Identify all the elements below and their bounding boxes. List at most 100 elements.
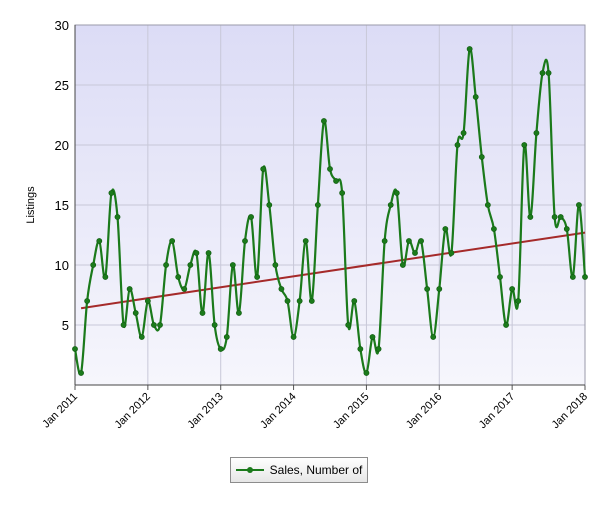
data-point xyxy=(527,214,534,220)
data-point xyxy=(442,226,449,232)
data-point xyxy=(260,166,267,172)
data-point xyxy=(406,238,412,244)
y-axis: 5 10 15 20 25 30 xyxy=(55,18,69,333)
data-point xyxy=(157,322,163,328)
data-point xyxy=(412,250,418,256)
data-point xyxy=(248,214,254,220)
data-point xyxy=(72,346,78,352)
y-tick-label: 25 xyxy=(55,78,69,93)
data-point xyxy=(533,130,540,136)
x-tick-label: Jan 2013 xyxy=(185,391,225,431)
data-point xyxy=(290,334,297,340)
data-point xyxy=(217,346,224,352)
data-point xyxy=(296,298,303,304)
data-point xyxy=(199,310,206,316)
data-point xyxy=(236,310,242,316)
data-point xyxy=(569,274,576,280)
y-tick-label: 5 xyxy=(62,318,69,333)
data-point xyxy=(387,202,394,208)
data-point xyxy=(424,286,431,292)
data-point xyxy=(102,274,109,280)
data-point xyxy=(254,274,261,280)
data-point xyxy=(448,250,455,256)
data-point xyxy=(539,70,546,76)
data-point xyxy=(430,334,437,340)
x-tick-label: Jan 2016 xyxy=(404,391,444,431)
data-point xyxy=(551,214,558,220)
y-tick-label: 20 xyxy=(55,138,69,153)
data-point xyxy=(399,262,406,268)
legend-line-icon xyxy=(235,465,264,475)
legend-label: Sales, Number of xyxy=(269,463,363,477)
data-point xyxy=(138,334,145,340)
data-point xyxy=(582,274,588,280)
data-point xyxy=(484,202,491,208)
data-point xyxy=(351,298,358,304)
data-point xyxy=(114,214,121,220)
series-points xyxy=(72,46,588,376)
data-point xyxy=(211,322,218,328)
data-point xyxy=(521,142,528,148)
data-point xyxy=(229,262,236,268)
x-tick-label: Jan 2018 xyxy=(550,391,590,431)
x-tick-label: Jan 2012 xyxy=(112,391,152,431)
data-point xyxy=(339,190,346,196)
data-point xyxy=(126,286,133,292)
data-point xyxy=(84,298,91,304)
data-point xyxy=(478,154,485,160)
data-point xyxy=(357,346,364,352)
trend-line xyxy=(80,231,586,310)
data-point xyxy=(454,142,461,148)
data-point xyxy=(363,370,370,376)
data-point xyxy=(308,298,315,304)
data-point xyxy=(327,166,333,172)
data-point xyxy=(381,238,388,244)
data-point xyxy=(321,118,327,124)
data-point xyxy=(187,262,194,268)
data-point xyxy=(460,130,467,136)
data-point xyxy=(302,238,309,244)
data-point xyxy=(497,274,503,280)
x-tick-label: Jan 2017 xyxy=(477,391,517,431)
data-point xyxy=(472,94,479,100)
data-point xyxy=(278,286,285,292)
data-point xyxy=(557,214,564,220)
x-tick-label: Jan 2014 xyxy=(258,391,298,431)
data-point xyxy=(90,262,97,268)
legend: Sales, Number of xyxy=(230,457,368,483)
y-axis-label: Listings xyxy=(25,186,37,224)
y-tick-label: 10 xyxy=(55,258,69,273)
data-point xyxy=(272,262,279,268)
data-point xyxy=(120,322,127,328)
data-point xyxy=(78,370,84,376)
y-tick-label: 30 xyxy=(55,18,69,33)
data-point xyxy=(175,274,182,280)
x-axis: Jan 2011 Jan 2012 Jan 2013 Jan 2014 Jan 2015… xyxy=(40,391,590,431)
data-point xyxy=(418,238,424,244)
data-point xyxy=(181,286,188,292)
data-point xyxy=(491,226,497,232)
data-point xyxy=(284,298,291,304)
data-point xyxy=(515,298,522,304)
data-point xyxy=(369,334,376,340)
data-point xyxy=(242,238,248,244)
data-point xyxy=(108,190,115,196)
data-point xyxy=(132,310,139,316)
data-point xyxy=(503,322,509,328)
data-point xyxy=(333,178,339,184)
data-point xyxy=(466,46,473,52)
data-point xyxy=(193,250,200,256)
x-tick-label: Jan 2011 xyxy=(40,391,80,431)
data-point xyxy=(345,322,352,328)
data-point xyxy=(563,226,570,232)
data-point xyxy=(576,202,582,208)
x-tick-label: Jan 2015 xyxy=(331,391,371,431)
data-point xyxy=(266,202,273,208)
data-point xyxy=(375,346,382,352)
data-point xyxy=(163,262,169,268)
data-point xyxy=(144,298,151,304)
data-point xyxy=(96,238,103,244)
data-point xyxy=(169,238,176,244)
